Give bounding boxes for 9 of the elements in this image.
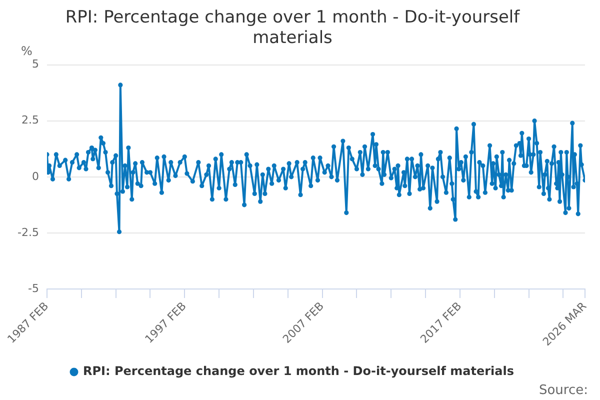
legend-label: RPI: Percentage change over 1 month - Do-it-yourself materials — [83, 364, 514, 378]
y-axis-title: % — [21, 44, 32, 58]
chart-title: RPI: Percentage change over 1 month - Do-it-yourself materials — [65, 8, 521, 48]
y-tick-label: 5 — [32, 58, 39, 71]
y-tick-label: 0 — [32, 170, 39, 183]
source-note: Source: — [538, 383, 588, 398]
y-tick-label: -5 — [28, 282, 39, 295]
y-tick-label: 2.5 — [22, 114, 39, 127]
y-tick-label: -2.5 — [18, 226, 39, 239]
